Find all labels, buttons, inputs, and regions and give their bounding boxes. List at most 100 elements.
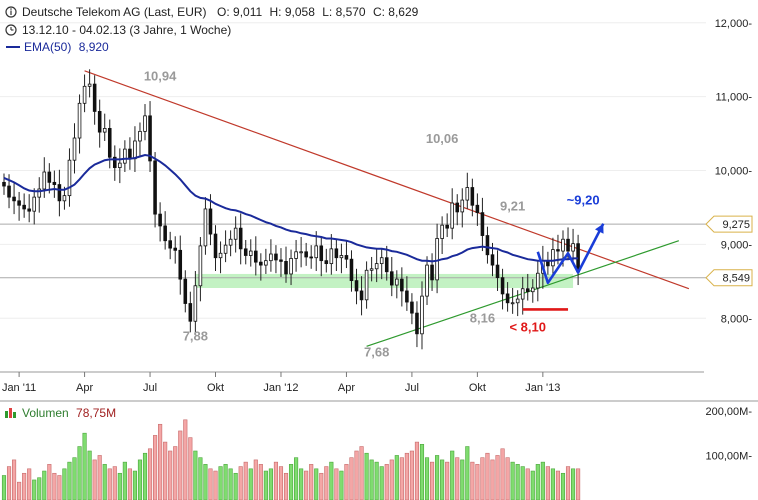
candle-body: [334, 248, 339, 259]
candle-body: [405, 290, 409, 303]
volume-bar: [555, 470, 561, 500]
volume-bar: [424, 457, 430, 500]
candle: [12, 182, 16, 215]
candle-body: [102, 128, 107, 133]
candle: [22, 193, 26, 218]
candle: [400, 267, 404, 307]
candle: [57, 169, 62, 217]
candle: [97, 99, 102, 148]
candle: [455, 194, 460, 226]
candle: [480, 197, 485, 252]
candle-body: [97, 111, 102, 133]
candle-body: [289, 258, 293, 275]
candle: [153, 152, 157, 228]
candle: [208, 194, 213, 246]
volume-bar: [178, 430, 183, 500]
volume-bar: [183, 419, 188, 500]
candle: [420, 281, 424, 350]
candle: [193, 271, 198, 335]
candle: [304, 242, 308, 266]
candle-body: [455, 202, 460, 213]
time-tick-label: Apr: [338, 382, 355, 394]
candle: [248, 239, 253, 267]
candle-body: [52, 181, 57, 185]
candle: [359, 276, 364, 316]
forecast-path: [536, 223, 605, 285]
volume-bar: [435, 455, 440, 500]
candle-body: [92, 83, 97, 112]
volume-bar: [102, 464, 107, 500]
candle: [551, 237, 555, 277]
candle: [546, 251, 550, 275]
time-tick-label: Okt: [207, 382, 224, 394]
candle: [168, 231, 172, 260]
candle: [485, 226, 490, 264]
volume-bar: [163, 441, 168, 500]
candle-body: [309, 256, 313, 259]
candle: [198, 237, 203, 302]
candle-body: [148, 115, 152, 162]
candle-body: [520, 288, 525, 300]
candle: [525, 273, 530, 301]
candle-body: [505, 293, 510, 304]
candle-body: [389, 271, 394, 286]
volume-bar: [188, 437, 193, 500]
candle-body: [193, 285, 198, 322]
volume-bar: [576, 468, 581, 500]
candle: [460, 188, 465, 228]
candle-body: [173, 247, 178, 251]
volume-bar: [329, 461, 334, 500]
volume-bar: [32, 479, 37, 500]
ema-line: [3, 153, 579, 263]
candle: [369, 256, 374, 282]
volume-bar: [505, 457, 510, 500]
volume-bar: [198, 457, 203, 500]
time-tick-label: Jul: [405, 382, 419, 394]
volume-bar: [565, 466, 571, 500]
volume-bar: [384, 464, 389, 500]
candle: [410, 293, 414, 325]
open-value: 9,011: [233, 5, 262, 19]
volume-bar: [122, 461, 127, 500]
volume-bar: [304, 470, 309, 500]
candle-body: [133, 140, 137, 160]
volume-bar: [399, 457, 404, 500]
candle-body: [566, 238, 570, 252]
candle: [183, 270, 188, 313]
volume-bar: [299, 468, 304, 500]
volume-bar: [57, 475, 62, 500]
candle-body: [400, 278, 404, 292]
candle: [82, 74, 87, 113]
candle-body: [62, 195, 67, 202]
volume-bar: [379, 466, 384, 500]
volume-bar: [112, 466, 117, 500]
candle: [243, 239, 248, 265]
candle-body: [42, 171, 47, 190]
candle-body: [188, 303, 193, 322]
candle: [264, 248, 268, 274]
candle: [425, 256, 429, 305]
annotation-label: 10,94: [144, 68, 177, 83]
candle-body: [254, 250, 258, 263]
candle-body: [395, 278, 399, 286]
volume-bar: [97, 455, 102, 500]
volume-bar: [268, 468, 273, 500]
volume-bar: [419, 444, 425, 500]
candle: [228, 230, 233, 257]
candle-body: [525, 288, 530, 293]
volume-icon: [5, 408, 16, 418]
candle-body: [274, 253, 278, 261]
volume-bar: [354, 450, 359, 500]
time-tick-label: Okt: [469, 382, 486, 394]
price-tag-box: [705, 269, 753, 287]
candle: [107, 119, 112, 169]
candle-body: [349, 258, 354, 282]
candle: [133, 126, 137, 173]
candle: [354, 268, 359, 305]
volume-bar: [545, 466, 550, 500]
price-tag-label: 9,275: [722, 219, 750, 231]
candle: [536, 261, 540, 302]
candle: [450, 188, 454, 240]
candle: [515, 290, 520, 317]
